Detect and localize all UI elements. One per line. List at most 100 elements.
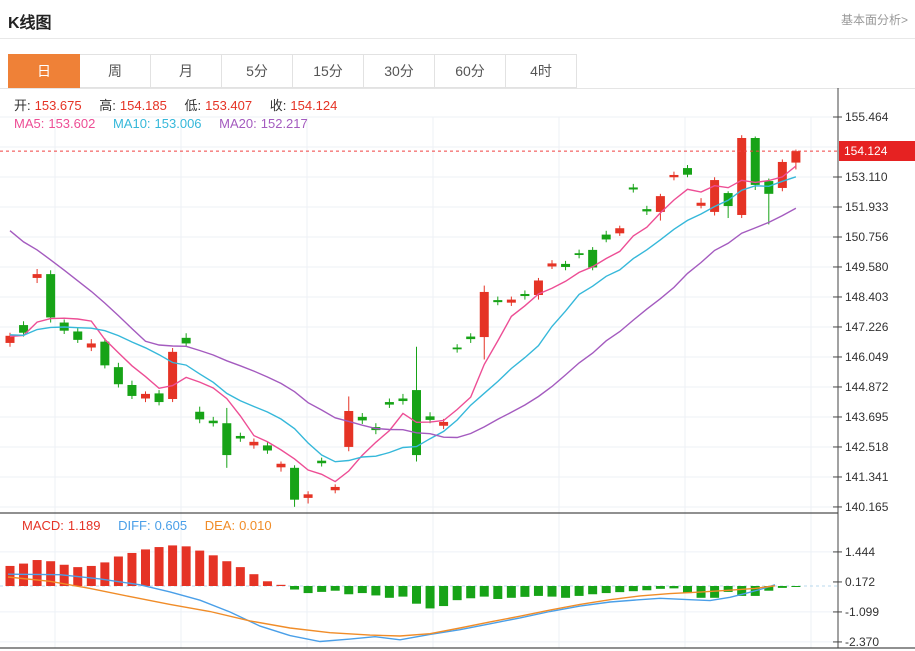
macd-bar xyxy=(181,546,191,586)
axis-tick-label: 143.695 xyxy=(845,409,889,424)
tab-60分[interactable]: 60分 xyxy=(435,54,506,88)
axis-tick-label: -1.099 xyxy=(845,604,880,619)
candle-body xyxy=(32,274,42,278)
ma10-value: 153.006 xyxy=(154,116,202,131)
candle-body xyxy=(561,263,571,267)
candle-body xyxy=(655,196,665,212)
close-label: 收: xyxy=(269,98,287,113)
dea-value: 0.010 xyxy=(239,518,272,533)
candle-body xyxy=(425,416,435,420)
axis-tick-label: 141.341 xyxy=(845,469,889,484)
axis-tick-label: 144.872 xyxy=(845,379,889,394)
candle-body xyxy=(479,291,489,338)
page-title: K线图 xyxy=(8,15,52,32)
macd-bar xyxy=(425,586,435,609)
macd-bar xyxy=(412,586,421,604)
candle-body xyxy=(357,416,367,421)
candle-body xyxy=(791,151,801,163)
macd-bar xyxy=(154,547,164,586)
candle-body xyxy=(764,181,774,194)
candle-body xyxy=(750,138,760,185)
candle-body xyxy=(235,435,245,439)
macd-bar xyxy=(86,565,96,586)
page-header: K线图 基本面分析> xyxy=(0,0,915,38)
candle-body xyxy=(208,420,218,424)
ma10-line xyxy=(9,176,797,463)
candle-body xyxy=(195,411,205,420)
dea-line xyxy=(7,576,776,637)
axis-tick-label: -2.370 xyxy=(845,634,880,649)
macd-bar xyxy=(777,586,787,588)
macd-bar xyxy=(493,586,503,599)
macd-bar xyxy=(317,586,327,592)
ma-row: MA5: 153.602 MA10: 153.006 MA20: 152.217 xyxy=(14,116,312,131)
candle-body xyxy=(5,335,15,343)
candle-body xyxy=(290,467,300,500)
macd-bar xyxy=(222,561,232,586)
tab-30分[interactable]: 30分 xyxy=(364,54,435,88)
kline-chart-area[interactable]: 开: 153.675 高: 154.185 低: 153.407 收: 154.124 … xyxy=(0,88,915,651)
interval-tab-bar: 日周月 5分 15分 30分 60分 4时 xyxy=(8,54,577,88)
low-label: 低: xyxy=(184,98,202,113)
macd-bar xyxy=(737,586,747,596)
ma20-value: 152.217 xyxy=(260,116,308,131)
diff-value: 0.605 xyxy=(154,518,188,533)
macd-bar xyxy=(506,586,516,598)
tab-日[interactable]: 日 xyxy=(8,54,80,88)
tab-4时[interactable]: 4时 xyxy=(506,54,577,88)
candle-body xyxy=(141,393,150,399)
candle-body xyxy=(520,293,530,297)
close-value: 154.124 xyxy=(290,98,338,113)
macd-value: 1.189 xyxy=(67,518,101,533)
axis-tick-label: 1.444 xyxy=(845,544,876,559)
candle-body xyxy=(439,421,449,426)
ma5-line xyxy=(9,165,797,483)
macd-bar xyxy=(655,586,665,589)
candle-body xyxy=(222,423,232,456)
macd-bar xyxy=(5,565,15,586)
macd-bar xyxy=(710,586,720,598)
macd-bar xyxy=(466,586,476,599)
candle-body xyxy=(642,209,652,212)
macd-bar xyxy=(439,586,449,607)
macd-bar xyxy=(371,586,381,596)
candle-body xyxy=(154,393,164,403)
tab-周[interactable]: 周 xyxy=(80,54,151,88)
open-label: 开: xyxy=(14,98,31,113)
axis-tick-label: 146.049 xyxy=(845,349,889,364)
axis-tick-label: 150.756 xyxy=(845,229,889,244)
tab-15分[interactable]: 15分 xyxy=(293,54,364,88)
candle-body xyxy=(100,341,110,366)
axis-tick-label: 142.518 xyxy=(845,439,889,454)
macd-bar xyxy=(303,586,313,594)
macd-bar xyxy=(168,545,178,586)
current-price-badge: 154.124 xyxy=(839,141,915,162)
macd-bar xyxy=(330,586,340,591)
candle-body xyxy=(330,486,340,491)
candle-body xyxy=(127,384,137,396)
candle-body xyxy=(46,274,56,318)
tab-月[interactable]: 月 xyxy=(151,54,222,88)
tab-5分[interactable]: 5分 xyxy=(222,54,293,88)
candle-body xyxy=(493,300,503,303)
macd-bar xyxy=(764,586,774,591)
macd-bar xyxy=(533,586,543,596)
candle-body xyxy=(533,280,543,296)
kline-chart-canvas[interactable] xyxy=(0,88,915,651)
fundamental-analysis-link[interactable]: 基本面分析> xyxy=(840,13,908,27)
axis-tick-label: 140.165 xyxy=(845,499,889,514)
high-value: 154.185 xyxy=(119,98,167,113)
macd-bar xyxy=(479,586,489,597)
open-value: 153.675 xyxy=(34,98,82,113)
candle-body xyxy=(398,398,408,402)
candle-body xyxy=(276,463,286,468)
candle-body xyxy=(317,460,327,464)
macd-bar xyxy=(398,586,408,597)
macd-bar xyxy=(195,550,205,586)
macd-bar xyxy=(628,586,638,592)
candle-body xyxy=(574,253,584,255)
high-label: 高: xyxy=(99,98,116,113)
candle-body xyxy=(683,168,692,175)
dea-label: DEA: xyxy=(204,518,236,533)
